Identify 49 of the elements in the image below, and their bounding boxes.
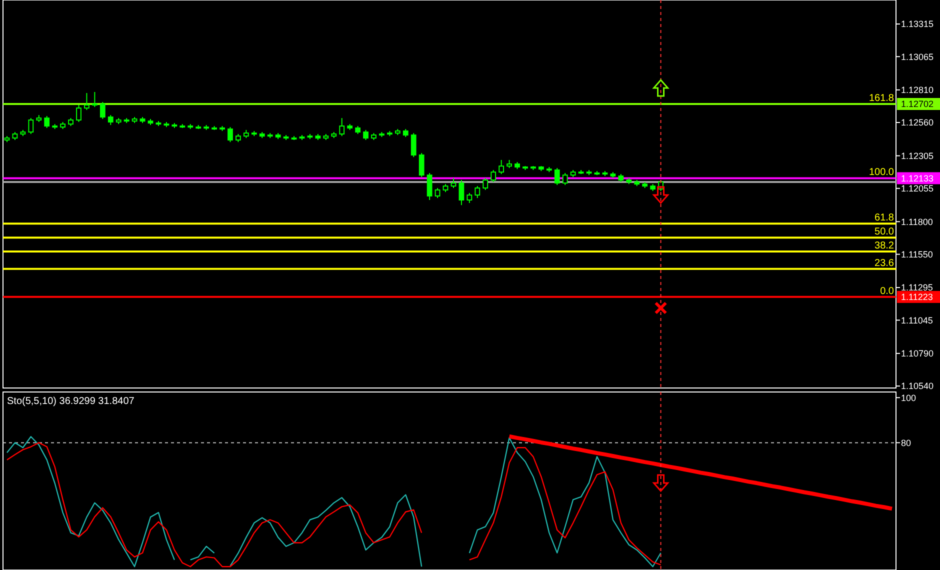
- y-tick-label: 1.10790: [901, 348, 934, 359]
- line-series: [507, 434, 894, 511]
- candlestick: [490, 169, 496, 182]
- annotation: 50.0: [874, 226, 894, 238]
- y-tick-label: 1.13065: [901, 52, 934, 62]
- candlestick: [466, 192, 472, 204]
- candlestick: [228, 126, 233, 143]
- y-tick-label: 1.12055: [901, 184, 934, 194]
- y-tick-label: 1.11550: [901, 249, 933, 260]
- candlestick: [434, 188, 440, 199]
- candlestick: [100, 102, 106, 120]
- candlestick: [339, 118, 345, 137]
- candlestick: [76, 104, 82, 122]
- ref-line-label: 1.12133: [901, 173, 934, 184]
- candlestick: [410, 132, 416, 158]
- candlestick: [108, 114, 114, 126]
- annotation: 100.0: [868, 167, 894, 178]
- candlestick: [92, 91, 98, 108]
- y-tick-label: 1.11045: [901, 315, 933, 326]
- annotation: 38.2: [874, 240, 894, 252]
- y-tick-label: 1.13315: [901, 19, 934, 30]
- candlestick: [498, 159, 504, 175]
- annotation: 0.0: [880, 286, 894, 297]
- candlestick: [418, 152, 424, 178]
- annotation: 61.8: [874, 212, 894, 224]
- candlestick: [474, 186, 480, 199]
- candlestick: [482, 178, 488, 190]
- candlestick: [458, 180, 464, 206]
- candlestick: [363, 129, 368, 140]
- candlestick: [562, 172, 568, 186]
- y-tick-label: 1.12560: [901, 118, 934, 128]
- y-tick-label: 1.12305: [901, 150, 934, 161]
- candlestick: [554, 168, 560, 186]
- candlestick: [84, 92, 90, 110]
- candlestick: [426, 172, 432, 200]
- y-tick-label: 1.11295: [901, 282, 933, 293]
- y-tick-label: 1.12810: [901, 85, 934, 96]
- y-tick-label: 100: [901, 392, 916, 403]
- ref-line-label: 1.12702: [901, 99, 934, 110]
- annotation: 161.8: [868, 92, 894, 104]
- y-tick-label: 1.10540: [901, 381, 934, 392]
- ref-line-label: 1.11223: [901, 292, 933, 302]
- candlestick: [450, 178, 456, 188]
- candlestick: [28, 118, 34, 134]
- y-tick-label: 80: [901, 438, 912, 448]
- chart-title: Sto(5,5,10) 36.9299 31.8407: [7, 396, 135, 407]
- y-tick-label: 1.11800: [901, 216, 933, 227]
- annotation: 23.6: [874, 258, 894, 269]
- candlestick: [44, 115, 50, 128]
